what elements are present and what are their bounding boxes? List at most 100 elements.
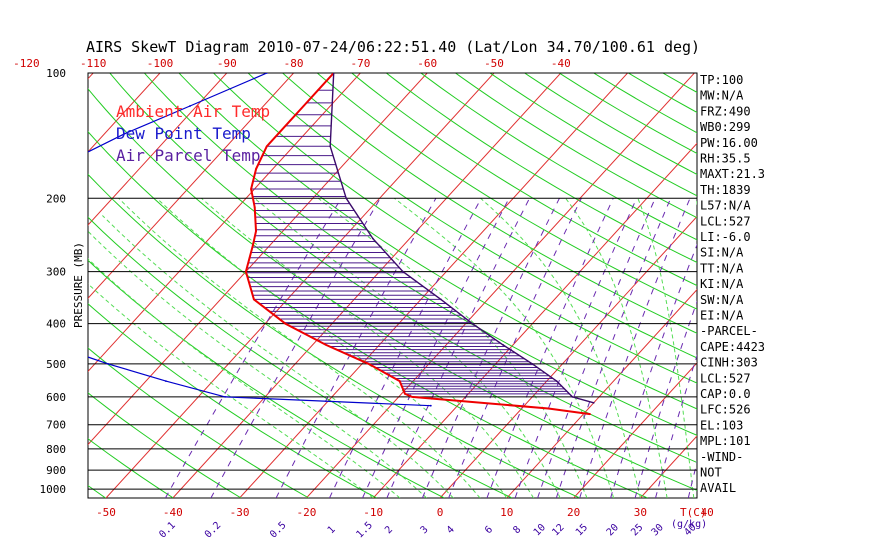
moist-adiabat-line <box>394 197 615 498</box>
mixing-ratio-line <box>579 198 691 498</box>
profile-point <box>165 380 167 382</box>
profile-point <box>345 197 348 200</box>
profile-point <box>284 322 287 325</box>
index-item: CAP:0.0 <box>700 387 751 401</box>
mixing-ratio-tick-label: 4 <box>445 524 457 536</box>
moist-adiabat-line <box>565 198 668 498</box>
legend: Ambient Air Temp Dew Point Temp Air Parcel… <box>116 102 270 165</box>
mixing-ratio-tick-label: 3 <box>419 524 431 536</box>
index-item: EI:N/A <box>700 309 744 323</box>
mixing-ratio-tick-label: 10 <box>532 522 548 538</box>
index-item: -WIND- <box>700 450 743 464</box>
profile-point <box>253 206 256 209</box>
mixing-ratio-tick-label: 0.2 <box>203 520 224 541</box>
profile-point <box>245 270 247 273</box>
dry-adiabat-line <box>0 54 38 498</box>
index-item: AVAIL <box>700 481 736 495</box>
pressure-tick-label: 800 <box>46 443 66 456</box>
pressure-tick-label: 900 <box>46 464 66 477</box>
dew-point-temp-line <box>88 73 431 407</box>
top-temperature-tick-label: -120 <box>13 57 40 70</box>
index-item: NOT <box>700 466 722 480</box>
isotherm-line <box>88 73 295 299</box>
x-axis-label: T(C) <box>680 506 707 519</box>
bottom-temperature-tick-label: 10 <box>500 506 513 519</box>
mixing-ratio-tick-labels: 0.1 0.2 0.5 1 1.5 2 3 4 6 8 10 12 15 20 25 30 40 <box>157 520 698 541</box>
profile-point <box>255 230 257 233</box>
y-axis-label: PRESSURE (MB) <box>72 242 85 328</box>
dry-adiabat-line <box>385 73 697 264</box>
dry-adiabat-grid <box>0 54 697 498</box>
index-item: LCL:527 <box>700 214 751 228</box>
mixing-ratio-line <box>486 198 614 498</box>
pressure-tick-label: 700 <box>46 419 66 432</box>
profiles <box>88 73 595 416</box>
pressure-tick-label: 100 <box>46 67 66 80</box>
dry-adiabat-line <box>351 73 697 287</box>
profile-point <box>592 401 595 404</box>
mixing-ratio-line <box>210 198 381 498</box>
profile-point <box>224 396 227 398</box>
isotherm-line <box>306 73 696 498</box>
index-item: LCL:527 <box>700 371 751 385</box>
mixing-ratio-line <box>386 198 530 498</box>
moist-adiabat-line <box>118 197 481 498</box>
bottom-temperature-tick-label: -40 <box>163 506 183 519</box>
pressure-tick-label: 1000 <box>40 483 67 496</box>
profile-point <box>411 396 413 398</box>
profile-point <box>302 105 305 107</box>
moist-adiabat-line <box>88 258 401 498</box>
profile-point <box>277 132 280 135</box>
index-item: MAXT:21.3 <box>700 167 765 181</box>
isotherm-line <box>573 362 697 498</box>
profile-point <box>589 413 591 415</box>
mixing-ratio-line <box>448 198 582 498</box>
bottom-temperature-tick-label: 30 <box>634 506 647 519</box>
index-item: CINH:303 <box>700 356 758 370</box>
mixing-ratio-line <box>555 198 672 498</box>
index-item: TT:N/A <box>700 261 744 275</box>
mixing-ratio-unit-label: (g/kg) <box>671 519 707 530</box>
index-item: LFC:526 <box>700 403 751 417</box>
dry-adiabat-line <box>88 347 310 498</box>
mixing-ratio-tick-label: 30 <box>650 522 666 538</box>
mixing-ratio-line <box>164 198 342 498</box>
profile-point <box>547 407 550 410</box>
top-temperature-tick-label: -50 <box>484 57 504 70</box>
mixing-ratio-line <box>329 198 482 498</box>
profile-point <box>329 145 332 148</box>
mixing-ratio-tick-label: 0.5 <box>268 520 289 541</box>
moist-adiabat-line <box>637 198 695 498</box>
index-item: MW:N/A <box>700 89 744 103</box>
isotherm-line <box>774 0 870 498</box>
dry-adiabat-line <box>316 73 697 310</box>
isotherm-grid <box>0 0 870 498</box>
mixing-ratio-tick-label: 25 <box>629 522 645 538</box>
profile-point <box>289 119 292 122</box>
isotherm-line <box>88 73 428 446</box>
mixing-ratio-tick-label: 0.1 <box>157 520 178 541</box>
top-temperature-tick-label: -60 <box>417 57 437 70</box>
dry-adiabat-line <box>88 392 242 498</box>
bottom-temperature-tick-label: -50 <box>96 506 116 519</box>
legend-entry: Air Parcel Temp <box>116 146 261 165</box>
dry-adiabat-line <box>489 73 697 197</box>
profile-point <box>471 322 474 325</box>
index-item: CAPE:4423 <box>700 340 765 354</box>
isotherm-line <box>0 0 44 498</box>
top-temperature-tick-label: -90 <box>217 57 237 70</box>
profile-point <box>372 237 374 240</box>
mixing-ratio-line <box>634 300 697 498</box>
bottom-temperature-tick-label: 0 <box>437 506 444 519</box>
isotherm-line <box>88 73 362 373</box>
isotherm-line <box>172 73 562 498</box>
index-item: EL:103 <box>700 418 743 432</box>
mixing-ratio-line <box>514 198 638 498</box>
index-item: TH:1839 <box>700 183 751 197</box>
legend-entry: Ambient Air Temp <box>116 102 270 121</box>
cape-hatching <box>246 89 570 395</box>
dry-adiabat-line <box>109 73 697 464</box>
pressure-tick-label: 600 <box>46 391 66 404</box>
profile-point <box>404 392 406 395</box>
